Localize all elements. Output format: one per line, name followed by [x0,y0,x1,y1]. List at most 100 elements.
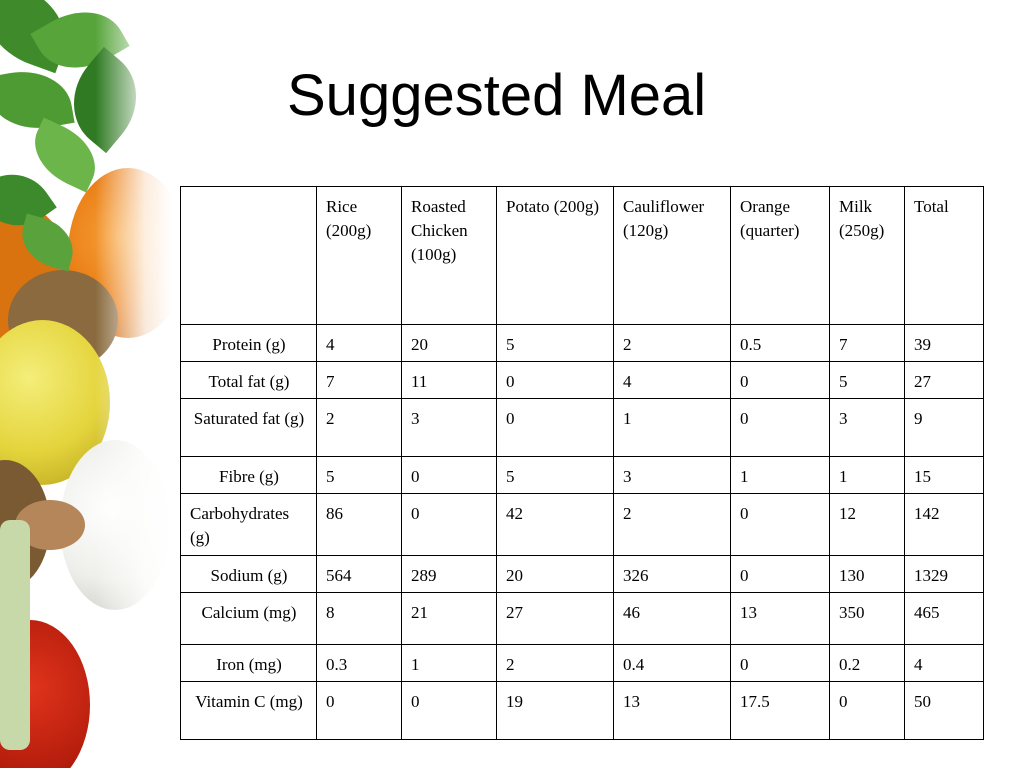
table-cell: 0.3 [316,644,402,682]
table-row: Saturated fat (g) 2 3 0 1 0 3 9 [180,398,984,457]
slide-title: Suggested Meal [287,63,707,128]
table-cell: 20 [401,324,497,362]
table-header-row: Rice (200g) Roasted Chicken (100g) Potat… [180,186,984,325]
row-label-text: Total fat (g) [208,372,290,391]
row-label: Fibre (g) [180,456,317,494]
table-cell: 564 [316,555,402,593]
table-cell: 350 [829,592,905,645]
table-cell: 465 [904,592,984,645]
table-cell: 1 [613,398,731,457]
table-cell: 0 [316,681,402,740]
table-cell: 326 [613,555,731,593]
table-row: Sodium (g) 564 289 20 326 0 130 1329 [180,555,984,593]
column-header-potato: Potato (200g) [496,186,614,325]
table-cell: 39 [904,324,984,362]
table-cell: 130 [829,555,905,593]
table-row: Fibre (g) 5 0 5 3 1 1 15 [180,456,984,494]
table-cell: 21 [401,592,497,645]
table-cell: 1 [730,456,830,494]
column-header-roasted-chicken: Roasted Chicken (100g) [401,186,497,325]
table-cell: 4 [613,361,731,399]
row-label: Iron (mg) [180,644,317,682]
row-label-text: Saturated fat (g) [193,409,305,428]
table-cell: 3 [613,456,731,494]
fruit-vegetable-image [0,0,175,768]
table-cell: 5 [496,456,614,494]
row-label: Sodium (g) [180,555,317,593]
table-cell: 0 [730,398,830,457]
nutrition-table: Rice (200g) Roasted Chicken (100g) Potat… [180,186,984,740]
table-cell: 1 [829,456,905,494]
row-label-text: Carbohydrates (g) [190,504,290,547]
table-row: Calcium (mg) 8 21 27 46 13 350 465 [180,592,984,645]
column-header-total: Total [904,186,984,325]
table-cell: 19 [496,681,614,740]
table-cell: 46 [613,592,731,645]
row-label: Saturated fat (g) [180,398,317,457]
table-cell: 0 [496,361,614,399]
table-cell: 0.2 [829,644,905,682]
table-cell: 13 [730,592,830,645]
table-cell: 50 [904,681,984,740]
row-label-text: Calcium (mg) [201,603,297,622]
row-label-text: Iron (mg) [216,655,282,674]
table-cell: 15 [904,456,984,494]
table-cell: 86 [316,493,402,556]
table-cell: 0 [496,398,614,457]
table-cell: 9 [904,398,984,457]
table-cell: 11 [401,361,497,399]
row-label: Total fat (g) [180,361,317,399]
column-header-rice: Rice (200g) [316,186,402,325]
column-header-cauliflower: Cauliflower (120g) [613,186,731,325]
table-cell: 7 [316,361,402,399]
table-cell: 42 [496,493,614,556]
table-cell: 1329 [904,555,984,593]
table-cell: 289 [401,555,497,593]
table-cell: 5 [829,361,905,399]
table-cell: 0.4 [613,644,731,682]
table-cell: 20 [496,555,614,593]
table-cell: 2 [496,644,614,682]
table-cell: 8 [316,592,402,645]
row-label: Protein (g) [180,324,317,362]
table-row: Carbohydrates (g) 86 0 42 2 0 12 142 [180,493,984,556]
table-cell: 27 [496,592,614,645]
table-cell: 13 [613,681,731,740]
table-cell: 2 [316,398,402,457]
row-label: Calcium (mg) [180,592,317,645]
table-cell: 0 [730,361,830,399]
table-cell: 27 [904,361,984,399]
table-cell: 2 [613,324,731,362]
row-label: Vitamin C (mg) [180,681,317,740]
table-row: Total fat (g) 7 11 0 4 0 5 27 [180,361,984,399]
column-header-orange: Orange (quarter) [730,186,830,325]
table-cell: 1 [401,644,497,682]
row-label-text: Sodium (g) [210,566,288,585]
row-label-text: Fibre (g) [219,467,279,486]
row-label-text: Vitamin C (mg) [195,692,303,711]
table-cell: 0 [401,493,497,556]
row-label-text: Protein (g) [212,335,286,354]
table-cell: 0 [829,681,905,740]
table-row: Protein (g) 4 20 5 2 0.5 7 39 [180,324,984,362]
table-cell: 5 [316,456,402,494]
table-cell: 3 [829,398,905,457]
table-cell: 2 [613,493,731,556]
row-label: Carbohydrates (g) [180,493,317,556]
table-cell: 0 [730,493,830,556]
table-cell: 0.5 [730,324,830,362]
table-cell: 0 [730,644,830,682]
table-cell: 0 [401,456,497,494]
table-cell: 4 [904,644,984,682]
table-row: Iron (mg) 0.3 1 2 0.4 0 0.2 4 [180,644,984,682]
table-row: Vitamin C (mg) 0 0 19 13 17.5 0 50 [180,681,984,740]
table-cell: 7 [829,324,905,362]
column-header-milk: Milk (250g) [829,186,905,325]
table-corner-cell [180,186,317,325]
table-cell: 17.5 [730,681,830,740]
table-cell: 4 [316,324,402,362]
table-cell: 0 [401,681,497,740]
table-cell: 12 [829,493,905,556]
table-cell: 5 [496,324,614,362]
table-cell: 0 [730,555,830,593]
